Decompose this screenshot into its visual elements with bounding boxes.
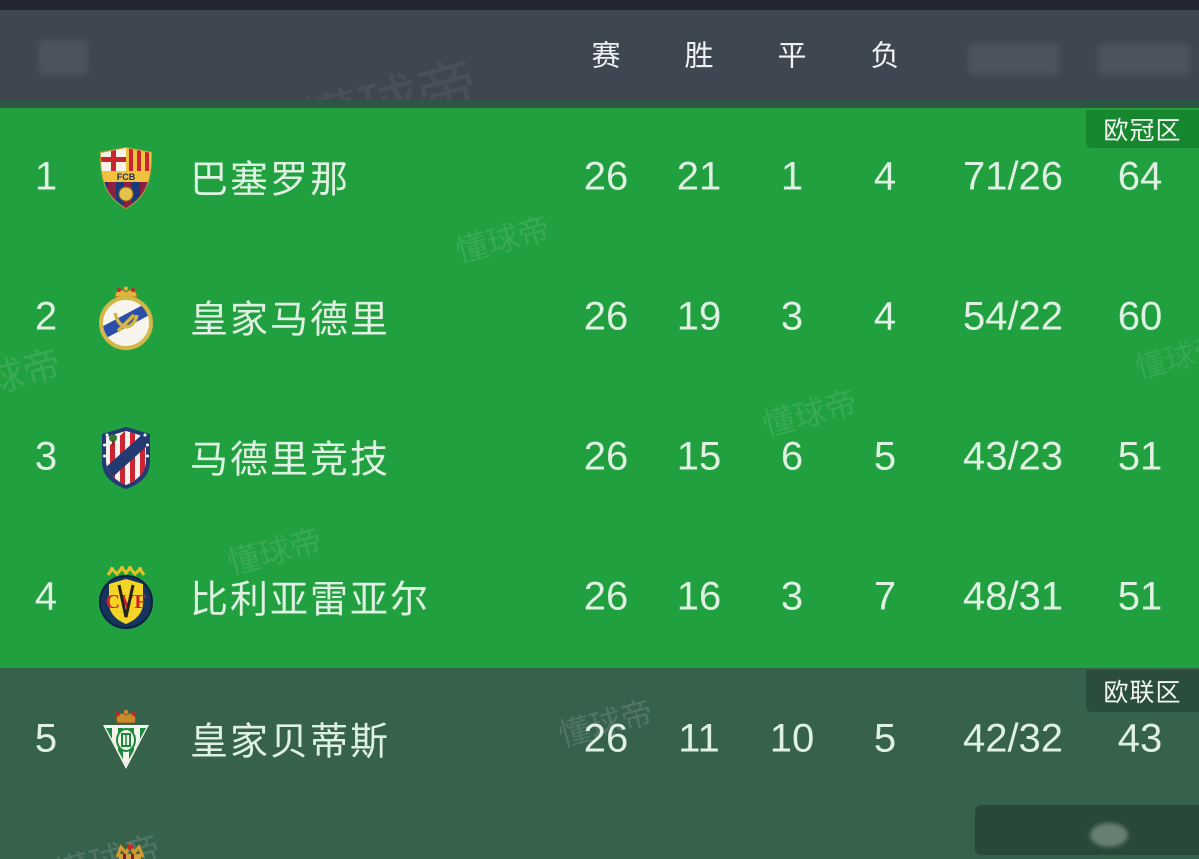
stat-lost: 7 [873, 574, 897, 619]
stat-won: 16 [676, 574, 722, 619]
stat-played: 26 [583, 434, 629, 479]
champions-league-zone-badge: 欧冠区 [1086, 110, 1199, 148]
team-name: 马德里竞技 [190, 439, 391, 482]
svg-text:FCB: FCB [117, 172, 136, 182]
stat-goals: 54/22 [962, 294, 1064, 339]
stat-won: 11 [678, 716, 720, 761]
team-name: 巴塞罗那 [190, 159, 351, 202]
column-header-won: 胜 [684, 40, 714, 73]
stat-points: 60 [1117, 294, 1163, 339]
stat-drawn: 3 [780, 574, 804, 619]
faded-toast-overlay [975, 805, 1199, 855]
stat-lost: 4 [873, 294, 897, 339]
rank-label: 1 [34, 154, 58, 199]
stat-played: 26 [583, 294, 629, 339]
stat-won: 15 [676, 434, 722, 479]
stat-points: 43 [1117, 716, 1163, 761]
section-divider [0, 100, 1199, 108]
stat-points: 51 [1117, 574, 1163, 619]
blurred-goals-header [968, 43, 1060, 75]
stat-lost: 5 [873, 434, 897, 479]
stat-drawn: 10 [769, 716, 815, 761]
team-name: 皇家贝蒂斯 [190, 721, 391, 764]
stat-drawn: 3 [780, 294, 804, 339]
stat-drawn: 1 [780, 154, 804, 199]
table-row-real-betis[interactable]: 5 皇家贝蒂斯 26 11 10 5 42/32 43 [0, 668, 1199, 812]
column-header-drawn: 平 [777, 40, 807, 73]
column-header-lost: 负 [870, 40, 900, 73]
status-bar-strip [0, 0, 1199, 10]
stat-goals: 42/32 [962, 716, 1064, 761]
stat-lost: 4 [873, 154, 897, 199]
stat-points: 64 [1117, 154, 1163, 199]
barcelona-crest-icon: FCB [95, 145, 157, 211]
rank-label: 4 [34, 574, 58, 619]
rank-label: 3 [34, 434, 58, 479]
table-row-barcelona[interactable]: 1 FCB 巴塞罗那 26 21 1 4 [0, 108, 1199, 248]
table-row-atletico-madrid[interactable]: 3 马德里竞技 26 15 6 5 43/23 51 [0, 388, 1199, 528]
team-name: 比利亚雷亚尔 [190, 579, 431, 622]
europa-league-zone [0, 668, 1199, 859]
stat-played: 26 [583, 154, 629, 199]
stat-goals: 48/31 [962, 574, 1064, 619]
stat-played: 26 [583, 574, 629, 619]
blurred-rank-header [38, 40, 88, 76]
atletico-madrid-crest-icon [95, 425, 157, 491]
stat-drawn: 6 [780, 434, 804, 479]
column-header-played: 赛 [591, 40, 621, 73]
villarreal-crest-icon: CVF [95, 565, 157, 631]
table-row-villarreal[interactable]: 4 CVF 比利亚雷亚尔 26 16 3 7 48/31 51 [0, 528, 1199, 668]
stat-lost: 5 [873, 716, 897, 761]
team-name: 皇家马德里 [190, 299, 391, 342]
real-betis-crest-icon [95, 707, 157, 773]
stat-won: 21 [676, 154, 722, 199]
svg-text:CVF: CVF [105, 591, 146, 613]
table-header: 赛 胜 平 负 懂球帝 [0, 10, 1199, 161]
champions-league-zone [0, 100, 1199, 668]
europa-league-zone-badge: 欧联区 [1086, 670, 1199, 712]
next-row-crest-tip [103, 843, 153, 859]
stat-points: 51 [1117, 434, 1163, 479]
blurred-points-header [1098, 43, 1190, 75]
rank-label: 5 [34, 716, 58, 761]
stat-goals: 43/23 [962, 434, 1064, 479]
stat-goals: 71/26 [962, 154, 1064, 199]
real-madrid-crest-icon [95, 285, 157, 351]
stat-played: 26 [583, 716, 629, 761]
faded-toast-icon [1090, 823, 1128, 847]
table-row-real-madrid[interactable]: 2 皇家马德里 26 19 3 4 54/22 60 [0, 248, 1199, 388]
rank-label: 2 [34, 294, 58, 339]
stat-won: 19 [676, 294, 722, 339]
